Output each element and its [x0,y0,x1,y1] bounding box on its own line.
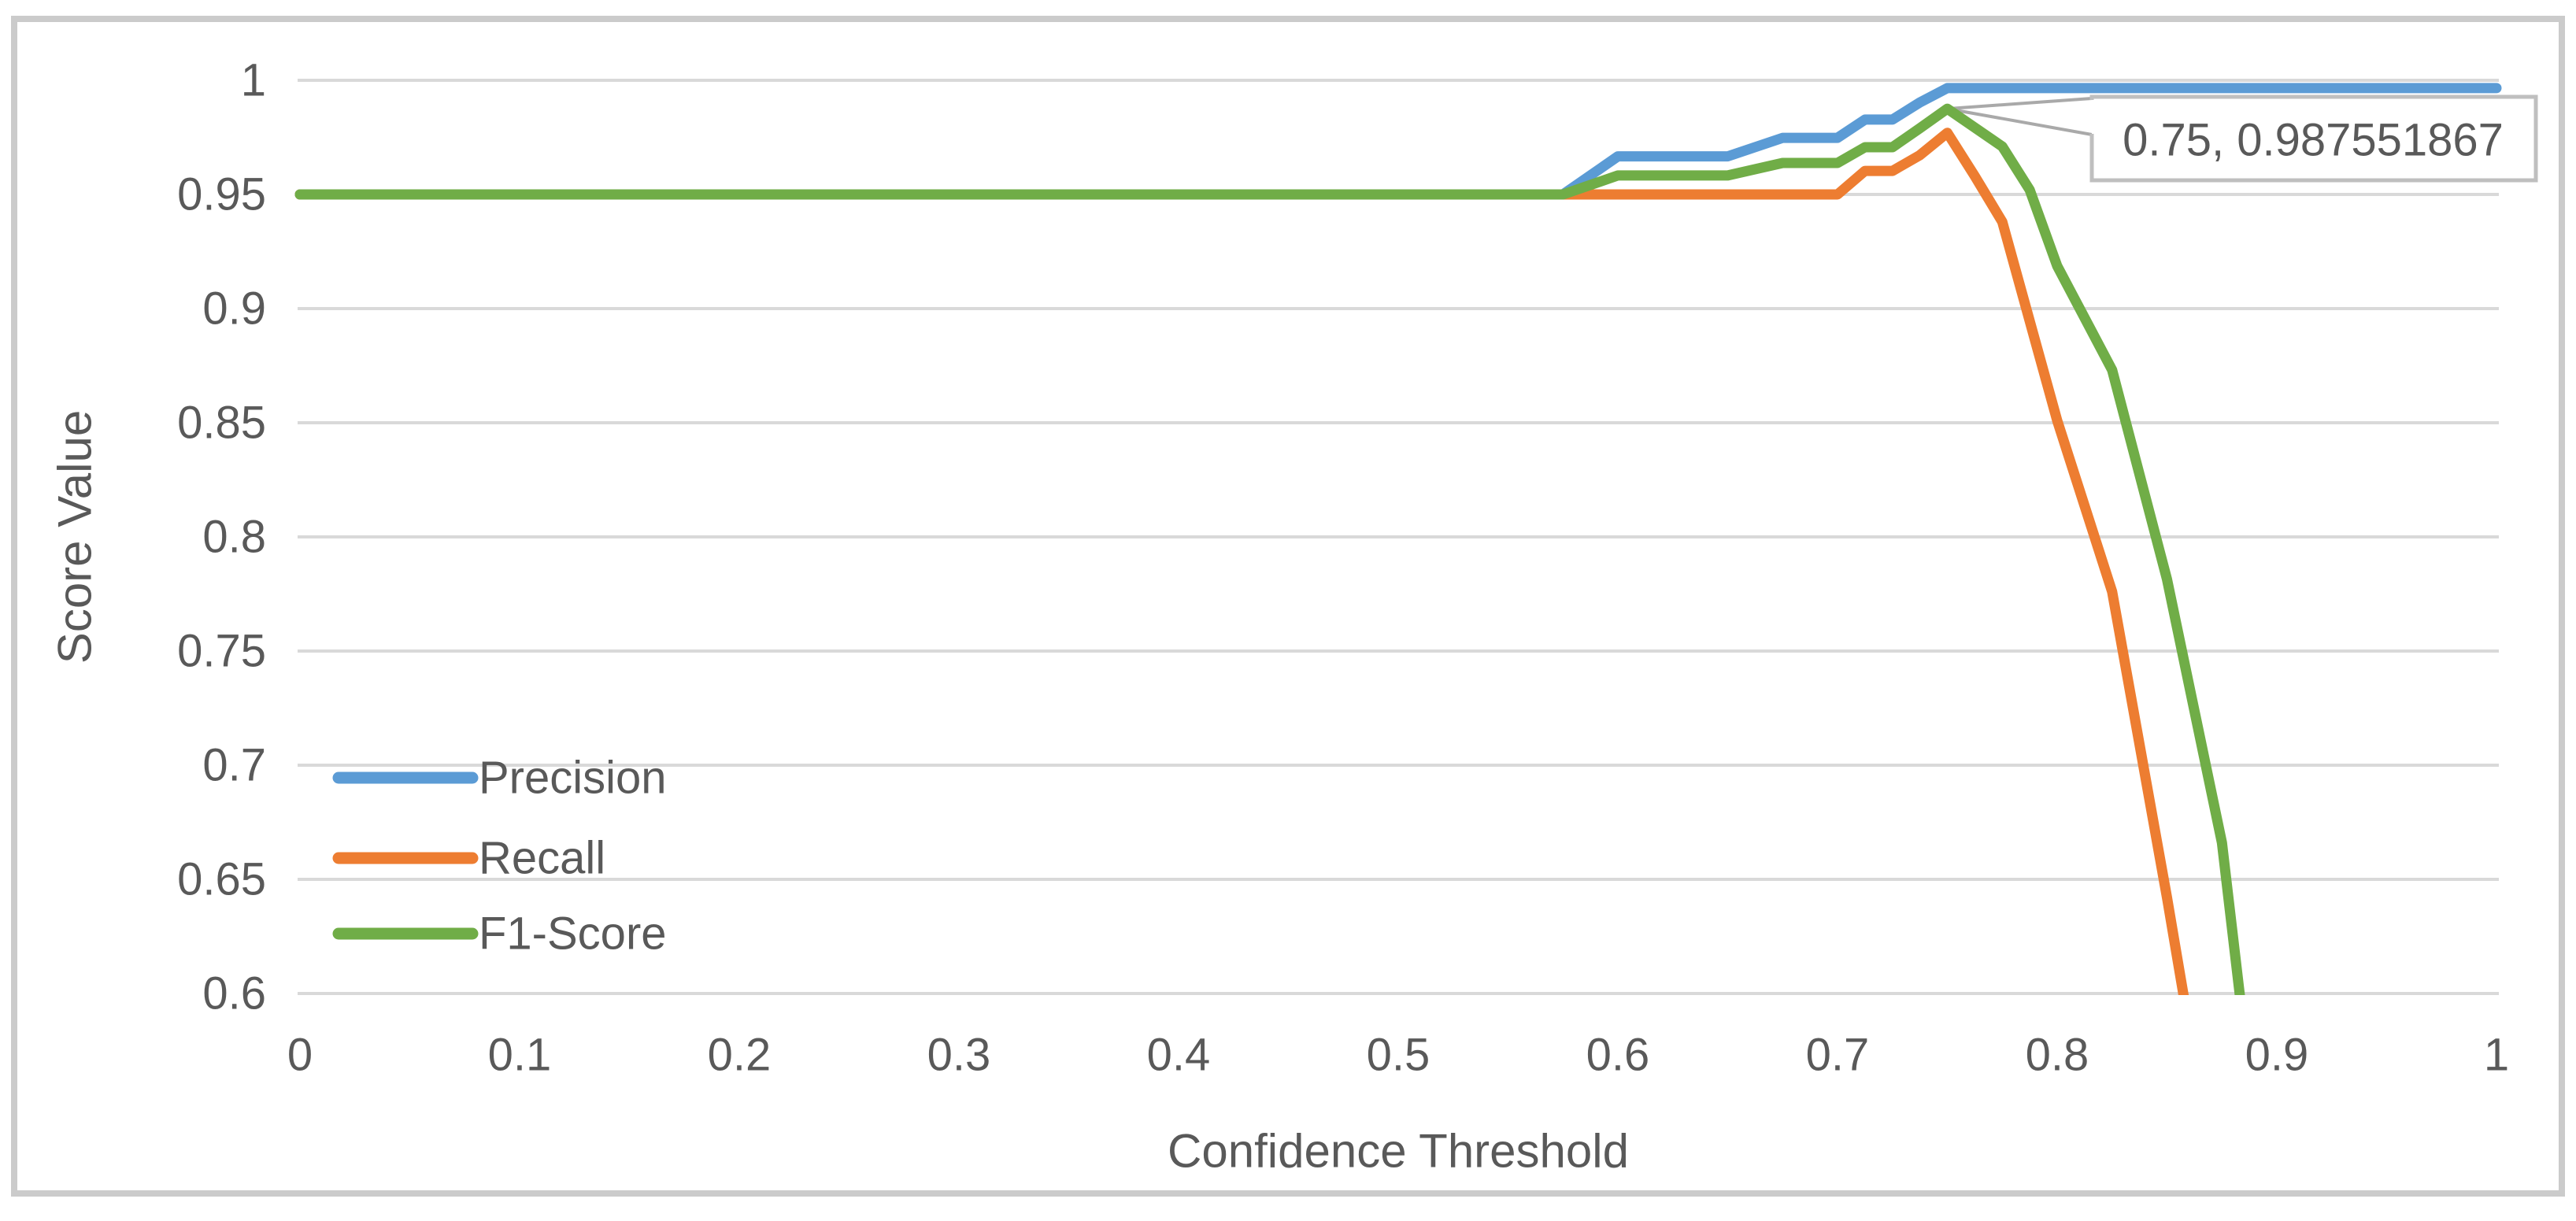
x-tick-label-0.7: 0.7 [1806,1030,1870,1081]
legend-item-recall: Recall [332,833,605,884]
y-tick-label-0.9: 0.9 [202,283,266,335]
legend: Precision Recall F1-Score [332,753,667,960]
legend-item-precision: Precision [332,753,667,804]
y-tick-label-0.8: 0.8 [202,512,266,563]
y-tick-label-0.6: 0.6 [202,968,266,1019]
legend-item-f1-score: F1-Score [332,908,667,960]
series-line-f1-score [294,103,2245,995]
y-axis-title: Score Value [49,410,102,664]
x-tick-label-0.1: 0.1 [488,1030,552,1081]
x-tick-label-0.8: 0.8 [2026,1030,2089,1081]
y-tick-label-0.7: 0.7 [202,740,266,791]
gridlines [298,79,2499,995]
x-tick-label-0.9: 0.9 [2245,1030,2309,1081]
chart-frame-border [11,16,2565,1197]
callout-leader-bottom [1947,107,2093,136]
callout-leader-lines [1947,97,2093,136]
x-tick-label-0.2: 0.2 [708,1030,772,1081]
y-tick-label-0.65: 0.65 [177,854,266,905]
callout-box [2089,94,2538,183]
series-line-recall [294,128,2189,995]
x-tick-label-0.5: 0.5 [1367,1030,1430,1081]
legend-label-recall: Recall [479,833,605,884]
x-tick-label-1: 1 [2484,1030,2509,1081]
y-tick-label-0.85: 0.85 [177,398,266,449]
x-tick-label-0: 0 [287,1030,313,1081]
series-lines [294,83,2502,995]
x-tick-label-0.6: 0.6 [1586,1030,1650,1081]
x-tick-label-0.3: 0.3 [927,1030,991,1081]
legend-label-precision: Precision [479,753,667,804]
y-tick-label-1: 1 [241,55,266,106]
legend-label-f1-score: F1-Score [479,908,667,960]
x-axis-tick-labels: 0 0.1 0.2 0.3 0.4 0.5 0.6 0.7 0.8 0.9 1 [287,1030,2509,1081]
series-line-precision [294,83,2502,200]
callout-label: 0.75, 0.987551867 [2123,115,2504,166]
y-tick-label-0.95: 0.95 [177,169,266,220]
y-axis-tick-labels: 0.6 0.65 0.7 0.75 0.8 0.85 0.9 0.95 1 [177,55,266,1019]
callout-leader-top [1947,97,2093,111]
x-tick-label-0.4: 0.4 [1147,1030,1211,1081]
y-tick-label-0.75: 0.75 [177,626,266,677]
data-label-callout: 0.75, 0.987551867 [2089,94,2538,183]
x-axis-title: Confidence Threshold [1168,1125,1629,1178]
